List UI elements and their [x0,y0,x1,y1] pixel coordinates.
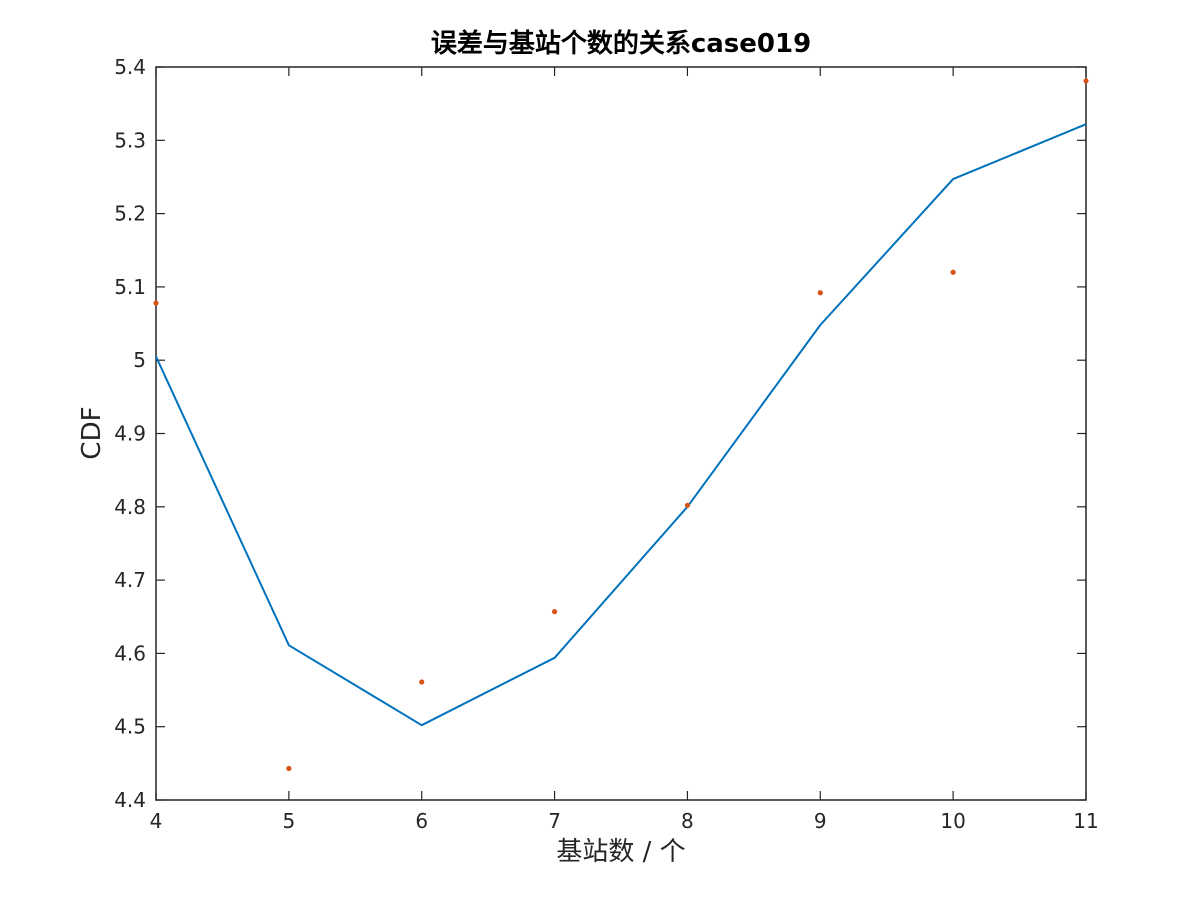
plot-area [153,78,1089,772]
scatter-point [551,609,558,615]
y-tick-label: 5.1 [114,275,146,299]
scatter-point [153,300,159,306]
scatter-point [950,269,956,275]
axes: 4 5 6 7 8 9 10 11 4.4 4.5 4.6 4.7 4.8 4.9 5 5.1 5.2 5.3 5.… [114,55,1099,833]
x-tick-label: 9 [814,809,827,833]
scatter-point [684,502,691,508]
x-axis-label: 基站数 / 个 [556,837,685,867]
x-tick-label: 10 [940,809,965,833]
x-tick-label: 4 [150,809,163,833]
y-tick-label: 4.9 [114,422,146,446]
x-tick-label: 11 [1073,809,1098,833]
scatter-point [419,679,425,685]
plot-frame [155,66,1087,801]
y-tick-label: 5.2 [114,202,146,226]
y-tick-label: 5.3 [114,128,146,152]
y-tick-label: 4.7 [114,568,146,592]
x-tick-label: 8 [681,809,694,833]
scatter-point [817,290,823,296]
y-tick-label: 4.6 [114,641,146,665]
x-tick-label: 6 [415,809,428,833]
scatter-point [286,765,292,772]
y-axis-label: CDF [77,406,107,459]
series-line [155,123,1087,727]
y-tick-label: 4.4 [114,788,146,812]
y-tick-label: 5 [133,348,146,372]
x-tick-label: 7 [548,809,561,833]
y-tick-label: 4.5 [114,715,146,739]
y-tick-label: 4.8 [114,495,146,519]
x-tick-label: 5 [282,809,295,833]
y-tick-label: 5.4 [114,55,146,79]
scatter-point [1083,78,1089,84]
chart-title: 误差与基站个数的关系case019 [431,28,811,59]
